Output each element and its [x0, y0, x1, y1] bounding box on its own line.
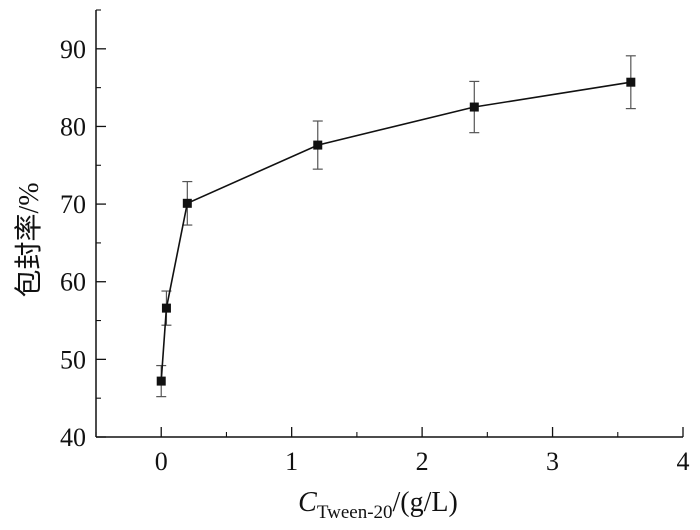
error-bars	[156, 55, 636, 398]
data-point	[313, 140, 323, 150]
data-point	[182, 198, 192, 208]
series-line-group	[160, 81, 631, 382]
y-tick-label: 60	[60, 268, 86, 297]
y-tick-label: 40	[60, 423, 86, 452]
data-point	[469, 102, 479, 112]
y-tick-label: 90	[60, 35, 86, 64]
x-tick-label: 2	[416, 447, 429, 476]
series-line	[160, 81, 631, 382]
x-axis-title: CTween-20/(g/L)	[298, 487, 458, 523]
axes	[95, 10, 683, 438]
x-tick-label: 0	[155, 447, 168, 476]
x-tick-label: 4	[677, 447, 690, 476]
x-tick-label: 1	[285, 447, 298, 476]
y-axis-title: 包封率/%	[13, 182, 45, 297]
data-point	[156, 376, 166, 386]
data-point	[626, 77, 636, 87]
x-axis-symbol: C	[298, 487, 317, 518]
y-tick-label: 70	[60, 190, 86, 219]
y-tick-label: 80	[60, 112, 86, 141]
data-point	[161, 303, 171, 313]
x-tick-label: 3	[546, 447, 559, 476]
x-axis-unit: /(g/L)	[393, 487, 458, 518]
data-points	[156, 77, 636, 386]
ticks: 0 1 2 3 4 40 50 60 70 80 90	[60, 9, 690, 476]
x-axis-subscript: Tween-20	[317, 502, 393, 523]
y-tick-label: 50	[60, 345, 86, 374]
